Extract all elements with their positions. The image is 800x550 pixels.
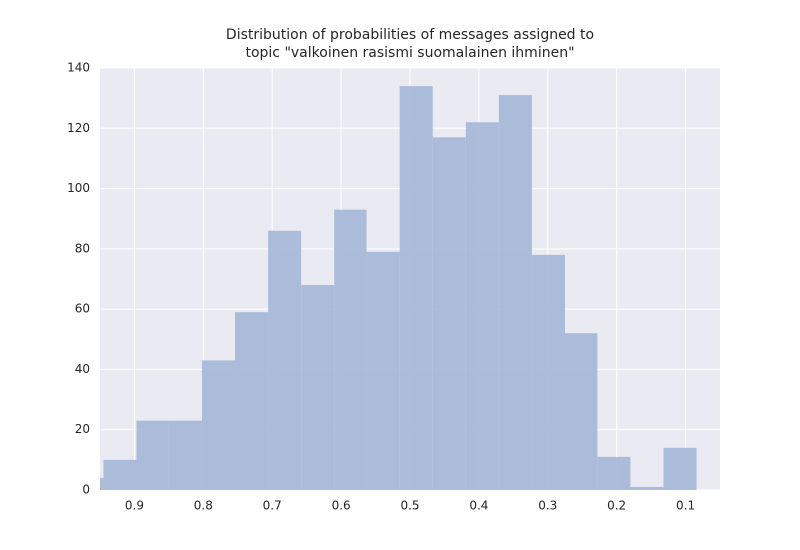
x-tick-label: 0.1: [676, 499, 695, 513]
x-tick-label: 0.8: [194, 499, 213, 513]
chart-title: topic "valkoinen rasismi suomalainen ihm…: [245, 45, 574, 61]
bar: [334, 209, 367, 490]
y-tick-label: 140: [67, 61, 90, 75]
bar: [103, 459, 137, 490]
tick-labels: 0 20 40 60 80 100 120 140 0.9 0.8 0.7 0.6 0.5 0.4 0.3 0…: [67, 61, 695, 513]
y-tick-label: 120: [67, 121, 90, 135]
bar: [100, 477, 104, 490]
x-tick-label: 0.7: [263, 499, 282, 513]
bar: [630, 486, 664, 490]
bar: [168, 420, 202, 490]
x-tick-label: 0.3: [538, 499, 557, 513]
y-tick-label: 60: [75, 302, 90, 316]
x-tick-label: 0.4: [469, 499, 488, 513]
bar: [235, 312, 269, 490]
y-tick-label: 0: [82, 483, 90, 497]
x-tick-label: 0.2: [607, 499, 626, 513]
bar: [136, 420, 169, 490]
y-tick-label: 40: [75, 362, 90, 376]
bar: [465, 122, 499, 490]
bar: [432, 137, 466, 490]
x-tick-label: 0.6: [332, 499, 351, 513]
bar: [201, 360, 236, 490]
bar: [268, 230, 302, 490]
bar: [366, 251, 400, 490]
chart-title: Distribution of probabilities of message…: [226, 27, 594, 43]
bar: [565, 333, 598, 490]
x-tick-label: 0.5: [400, 499, 419, 513]
bar: [301, 285, 335, 490]
x-tick-label: 0.9: [125, 499, 144, 513]
bar: [498, 95, 532, 490]
bar: [531, 254, 565, 490]
bar: [399, 86, 433, 490]
bars: [100, 86, 697, 490]
y-tick-label: 20: [75, 422, 90, 436]
y-tick-label: 80: [75, 241, 90, 255]
bar: [597, 456, 631, 490]
y-tick-label: 100: [67, 181, 90, 195]
bar: [663, 447, 697, 490]
